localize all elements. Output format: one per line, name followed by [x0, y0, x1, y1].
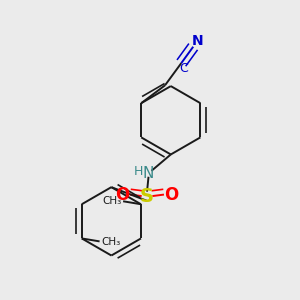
- Text: CH₃: CH₃: [101, 237, 120, 247]
- Text: S: S: [140, 187, 154, 206]
- Text: N: N: [192, 34, 203, 48]
- Text: H: H: [134, 165, 143, 178]
- Text: O: O: [165, 186, 179, 204]
- Text: N: N: [143, 166, 154, 181]
- Text: O: O: [115, 186, 130, 204]
- Text: CH₃: CH₃: [102, 196, 122, 206]
- Text: C: C: [179, 62, 188, 75]
